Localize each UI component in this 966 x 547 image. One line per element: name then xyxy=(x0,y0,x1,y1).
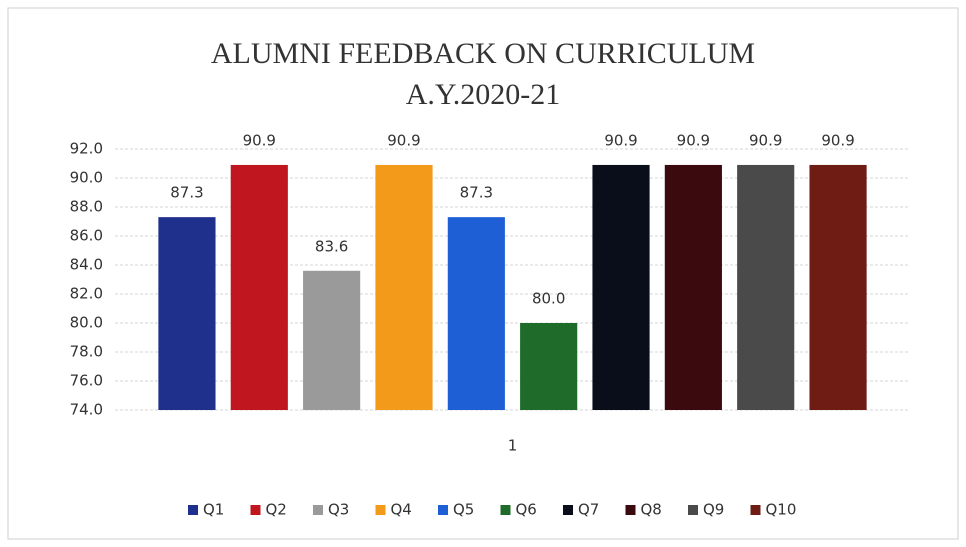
data-label: 87.3 xyxy=(170,184,203,202)
data-label: 90.9 xyxy=(604,131,637,149)
data-label: 83.6 xyxy=(315,237,348,255)
legend-label: Q5 xyxy=(453,501,474,519)
y-tick-label: 82.0 xyxy=(70,285,103,303)
legend-swatch xyxy=(250,505,261,515)
y-tick-label: 88.0 xyxy=(70,198,103,216)
bar xyxy=(230,164,288,410)
data-label: 87.3 xyxy=(460,184,493,202)
data-label: 80.0 xyxy=(532,290,565,308)
legend-swatch xyxy=(688,505,698,515)
bar xyxy=(158,217,216,410)
legend-label: Q4 xyxy=(391,501,412,519)
legend-label: Q2 xyxy=(266,501,287,519)
y-tick-label: 80.0 xyxy=(70,314,103,332)
bar xyxy=(520,323,578,410)
legend-label: Q10 xyxy=(766,501,797,519)
legend-swatch xyxy=(313,505,323,515)
y-tick-label: 86.0 xyxy=(70,227,103,245)
y-tick-label: 76.0 xyxy=(70,372,103,390)
y-tick-label: 92.0 xyxy=(70,140,103,158)
legend-swatch xyxy=(438,505,448,515)
chart-subtitle: A.Y.2020-21 xyxy=(406,78,560,111)
y-tick-label: 84.0 xyxy=(70,256,103,274)
legend-label: Q9 xyxy=(703,501,724,519)
data-label: 90.9 xyxy=(387,131,420,149)
legend-label: Q6 xyxy=(516,501,537,519)
bar xyxy=(592,164,650,410)
legend-swatch xyxy=(625,505,636,515)
legend-swatch xyxy=(500,505,511,515)
data-label: 90.9 xyxy=(749,131,782,149)
data-label: 90.9 xyxy=(677,131,710,149)
bar xyxy=(809,164,867,410)
data-label: 90.9 xyxy=(821,131,854,149)
legend-label: Q3 xyxy=(328,501,349,519)
y-tick-label: 90.0 xyxy=(70,169,103,187)
bar xyxy=(664,164,722,410)
bar xyxy=(303,270,361,410)
bar xyxy=(375,164,433,410)
legend-swatch xyxy=(563,505,573,515)
data-label: 90.9 xyxy=(243,131,276,149)
legend-swatch xyxy=(750,505,761,515)
legend-swatch xyxy=(188,505,198,515)
y-tick-label: 74.0 xyxy=(70,401,103,419)
chart-title: ALUMNI FEEDBACK ON CURRICULUM xyxy=(211,37,755,70)
bar xyxy=(447,217,505,410)
legend-label: Q1 xyxy=(203,501,224,519)
x-tick-label: 1 xyxy=(508,437,518,455)
legend-label: Q7 xyxy=(578,501,599,519)
legend-label: Q8 xyxy=(641,501,662,519)
y-tick-label: 78.0 xyxy=(70,343,103,361)
bar xyxy=(737,164,795,410)
legend-swatch xyxy=(375,505,386,515)
